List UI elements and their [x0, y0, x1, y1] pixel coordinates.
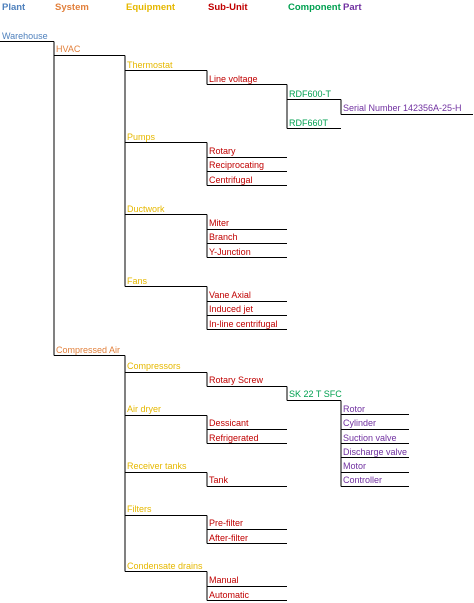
node-subunit-refrigerated: Refrigerated — [209, 433, 259, 443]
node-subunit-y-junction: Y-Junction — [209, 247, 251, 257]
node-equipment-condensate-drains: Condensate drains — [127, 561, 203, 571]
node-component-sk22: SK 22 T SFC — [289, 389, 342, 399]
node-equipment-compressors: Compressors — [127, 361, 181, 371]
node-equipment-air-dryer: Air dryer — [127, 404, 161, 414]
node-part-serial-number: Serial Number 142356A-25-H — [343, 103, 462, 113]
node-subunit-vane-axial: Vane Axial — [209, 290, 251, 300]
node-part-suction-valve: Suction valve — [343, 433, 397, 443]
node-component-rdf600t: RDF600-T — [289, 89, 332, 99]
node-subunit-dessicant: Dessicant — [209, 418, 249, 428]
node-subunit-line-voltage: Line voltage — [209, 74, 258, 84]
node-component-rdf660t: RDF660T — [289, 118, 329, 128]
node-subunit-automatic: Automatic — [209, 590, 250, 600]
node-system-compressed-air: Compressed Air — [56, 345, 120, 355]
node-part-motor: Motor — [343, 461, 366, 471]
node-subunit-manual: Manual — [209, 575, 239, 585]
node-subunit-centrifugal: Centrifugal — [209, 175, 253, 185]
node-equipment-filters: Filters — [127, 504, 152, 514]
node-part-discharge-valve: Discharge valve — [343, 447, 407, 457]
connector-lines — [0, 41, 473, 601]
node-subunit-induced-jet: Induced jet — [209, 304, 254, 314]
node-subunit-inline-centrifugal: In-line centrifugal — [209, 319, 278, 329]
header-system: System — [55, 2, 89, 13]
node-part-rotor: Rotor — [343, 404, 365, 414]
node-part-controller: Controller — [343, 475, 382, 485]
node-equipment-receiver-tanks: Receiver tanks — [127, 461, 187, 471]
node-subunit-pre-filter: Pre-filter — [209, 518, 243, 528]
node-subunit-rotary: Rotary — [209, 146, 236, 156]
node-plant-warehouse: Warehouse — [2, 31, 48, 41]
node-equipment-thermostat: Thermostat — [127, 60, 173, 70]
node-system-hvac: HVAC — [56, 44, 81, 54]
node-equipment-pumps: Pumps — [127, 132, 156, 142]
node-equipment-fans: Fans — [127, 276, 148, 286]
node-subunit-miter: Miter — [209, 218, 229, 228]
node-subunit-after-filter: After-filter — [209, 533, 248, 543]
header-part: Part — [343, 2, 362, 13]
node-subunit-rotary-screw: Rotary Screw — [209, 375, 264, 385]
header-plant: Plant — [2, 2, 26, 13]
header-component: Component — [288, 2, 342, 13]
node-subunit-reciprocating: Reciprocating — [209, 160, 264, 170]
node-subunit-tank: Tank — [209, 475, 229, 485]
node-part-cylinder: Cylinder — [343, 418, 376, 428]
node-subunit-branch: Branch — [209, 232, 238, 242]
header-equipment: Equipment — [126, 2, 176, 13]
header-subunit: Sub-Unit — [208, 2, 248, 13]
node-equipment-ductwork: Ductwork — [127, 204, 165, 214]
